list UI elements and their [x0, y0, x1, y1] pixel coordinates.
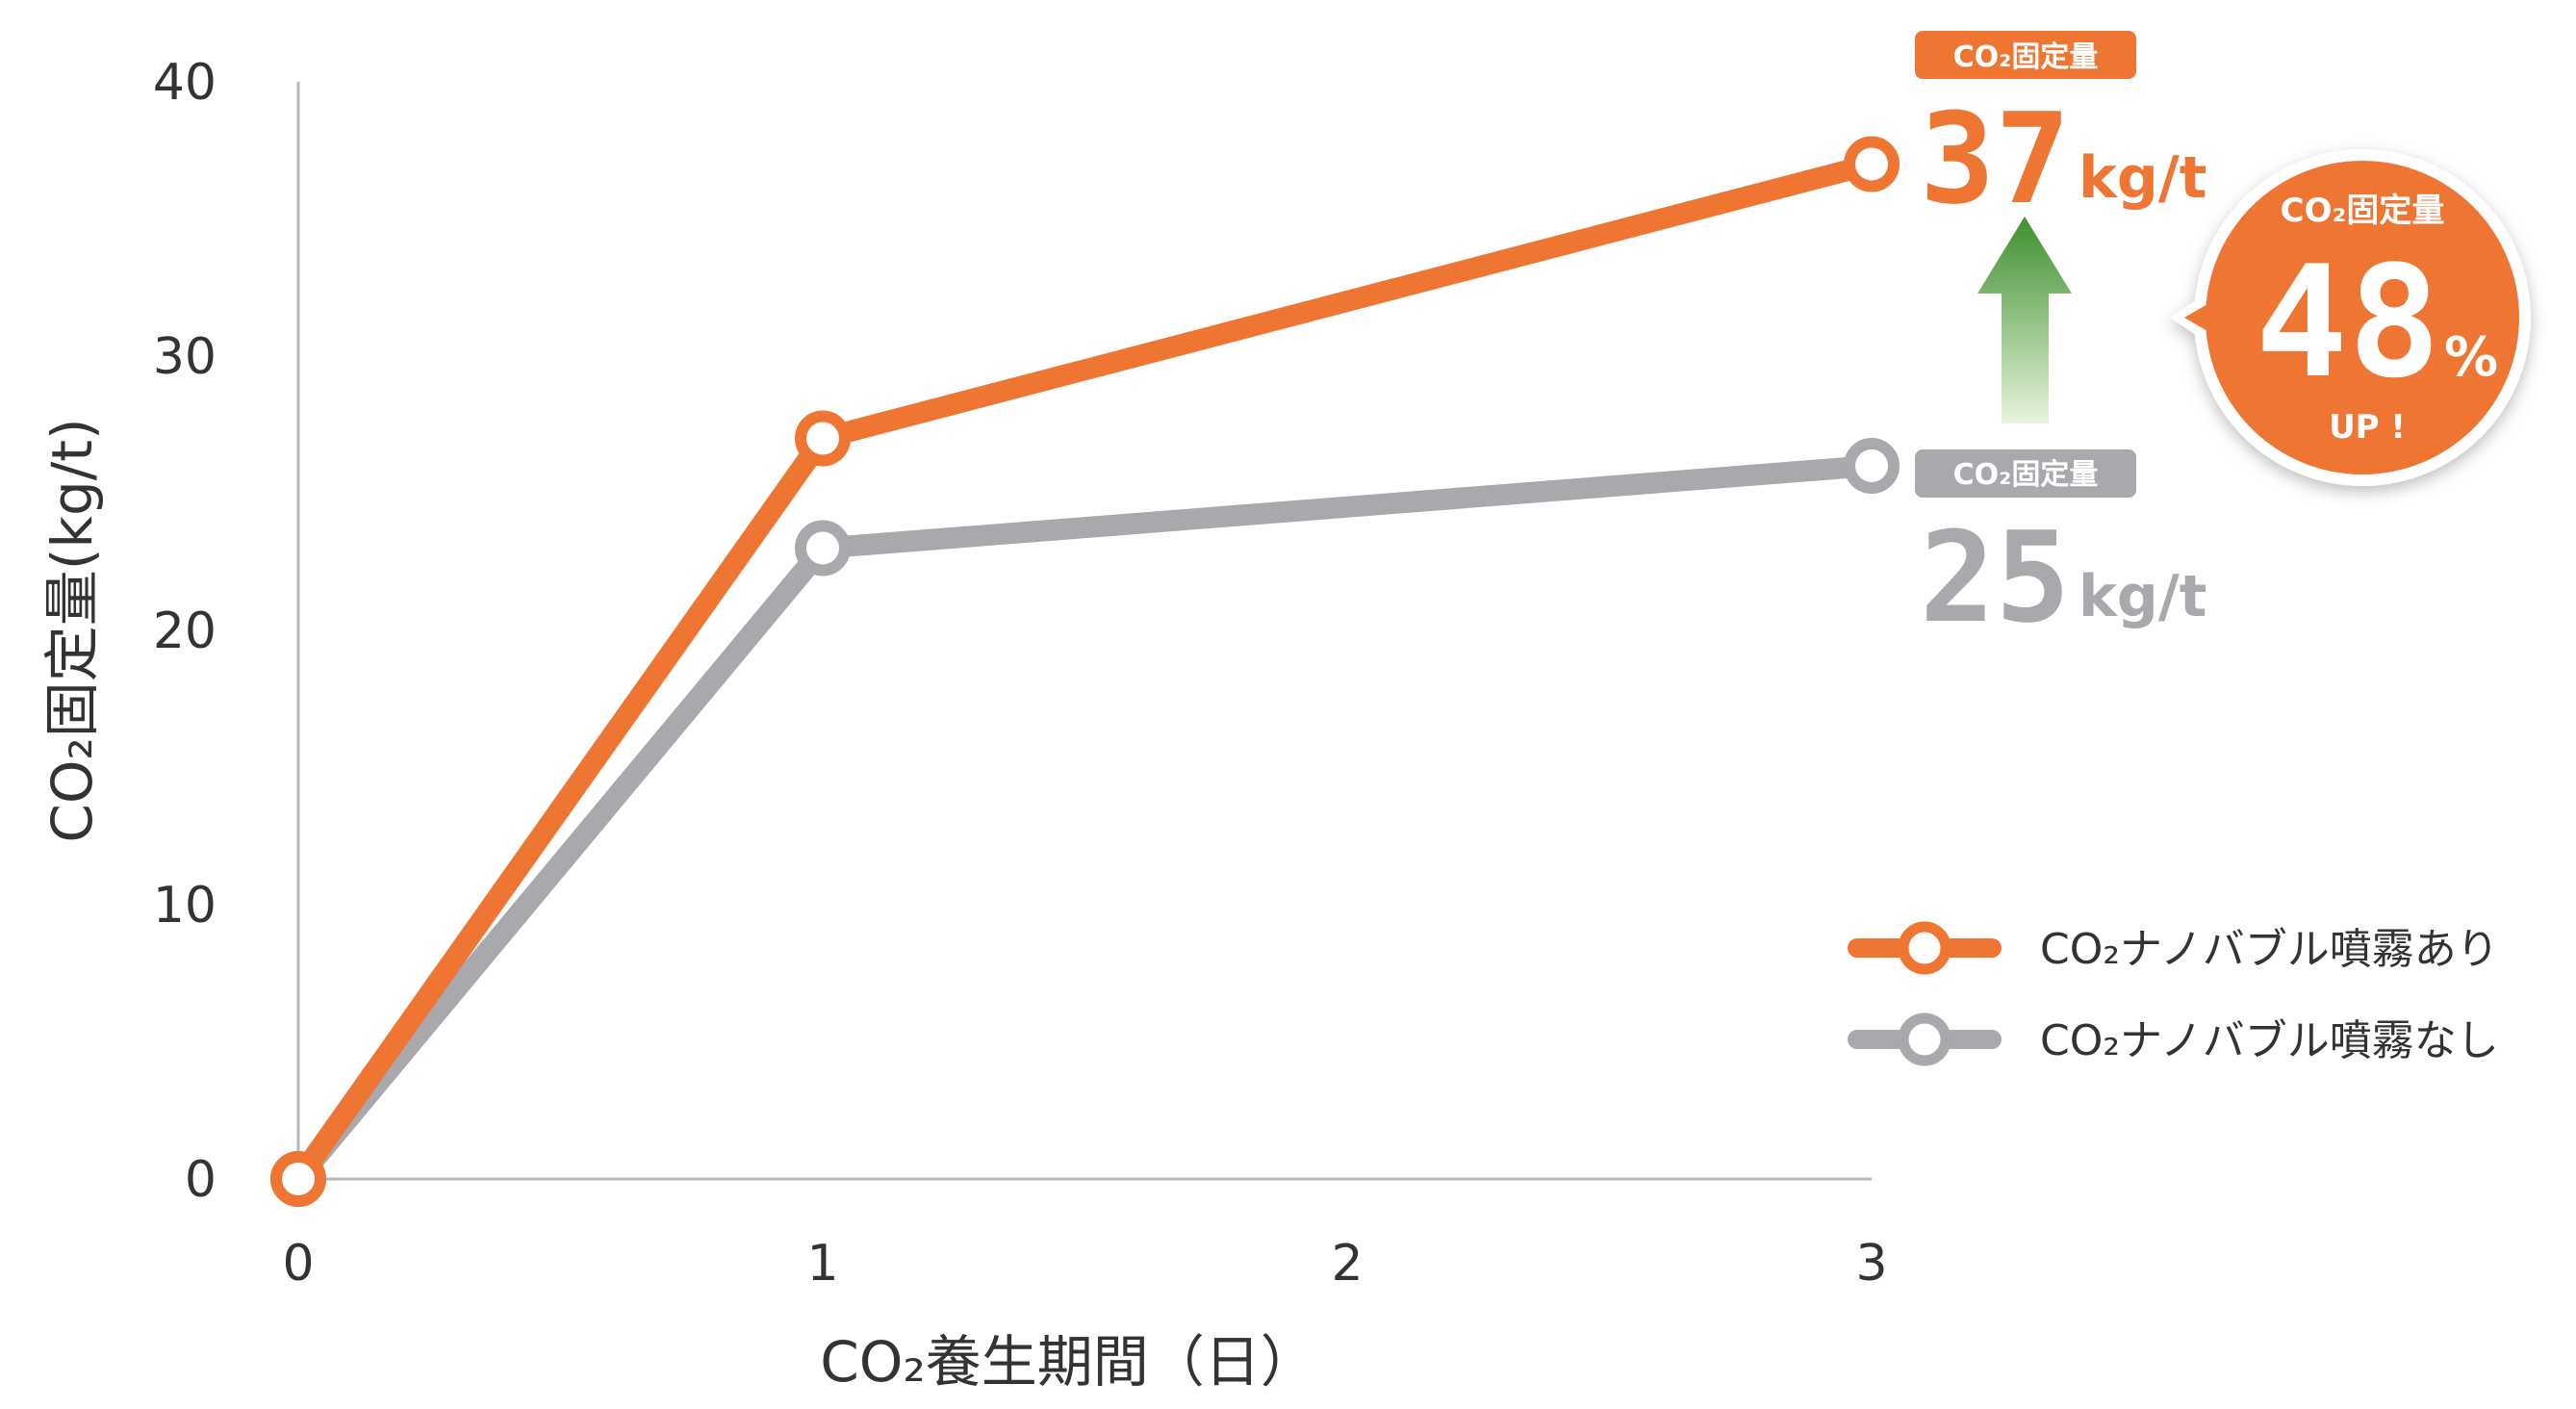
orange-value-unit: kg/t — [2079, 144, 2206, 212]
badge-percent: % — [2444, 326, 2498, 389]
series-point — [795, 410, 851, 467]
legend-label: CO₂ナノバブル噴霧あり — [2040, 925, 2499, 974]
orange-value-callout: CO₂固定量 37 kg/t — [1915, 31, 2206, 232]
increase-badge-text: CO₂固定量 48 % UP ! — [2256, 192, 2498, 447]
series-point — [1844, 136, 1900, 192]
y-tick-label: 40 — [153, 54, 217, 112]
x-tick-label: 0 — [282, 1235, 314, 1293]
x-tick-label: 2 — [1331, 1235, 1363, 1293]
orange-value-number: 37 — [1920, 86, 2071, 232]
gray-value-tag — [1915, 449, 2136, 498]
orange-tag-text: CO₂固定量 — [1953, 40, 2099, 74]
series-line-0 — [288, 153, 1882, 1190]
y-tick-labels: 0 10 20 30 40 — [153, 54, 217, 1209]
legend-swatch-marker — [1898, 1012, 1951, 1066]
legend-label: CO₂ナノバブル噴霧なし — [2040, 1016, 2499, 1065]
series-line-1 — [288, 455, 1882, 1190]
x-tick-label: 1 — [806, 1235, 838, 1293]
badge-value: 48 — [2256, 232, 2441, 412]
increase-badge — [2170, 149, 2531, 486]
series-point — [1844, 438, 1900, 494]
legend: CO₂ナノバブル噴霧あり CO₂ナノバブル噴霧なし — [1848, 921, 2499, 1066]
x-axis-title: CO₂養生期間（日） — [820, 1329, 1315, 1395]
y-tick-label: 0 — [185, 1151, 217, 1209]
gray-tag-text: CO₂固定量 — [1953, 458, 2099, 492]
y-tick-label: 20 — [153, 602, 217, 660]
gray-value-unit: kg/t — [2079, 563, 2206, 630]
series-layer — [270, 136, 1900, 1207]
gray-value-callout: CO₂固定量 25 kg/t — [1915, 449, 2206, 651]
y-axis-title: CO₂固定量(kg/t) — [39, 418, 105, 842]
x-tick-labels: 0 1 2 3 — [282, 1235, 1887, 1293]
x-tick-label: 3 — [1855, 1235, 1887, 1293]
increase-arrow — [1977, 217, 2072, 423]
badge-label: CO₂固定量 — [2281, 192, 2445, 230]
gray-value-number: 25 — [1920, 504, 2071, 651]
series-point — [795, 520, 851, 576]
series-point — [270, 1151, 326, 1207]
orange-value-tag — [1915, 31, 2136, 79]
badge-up-text: UP ! — [2329, 408, 2406, 447]
legend-swatch-marker — [1898, 921, 1951, 975]
y-tick-label: 10 — [153, 877, 217, 935]
y-tick-label: 30 — [153, 328, 217, 386]
